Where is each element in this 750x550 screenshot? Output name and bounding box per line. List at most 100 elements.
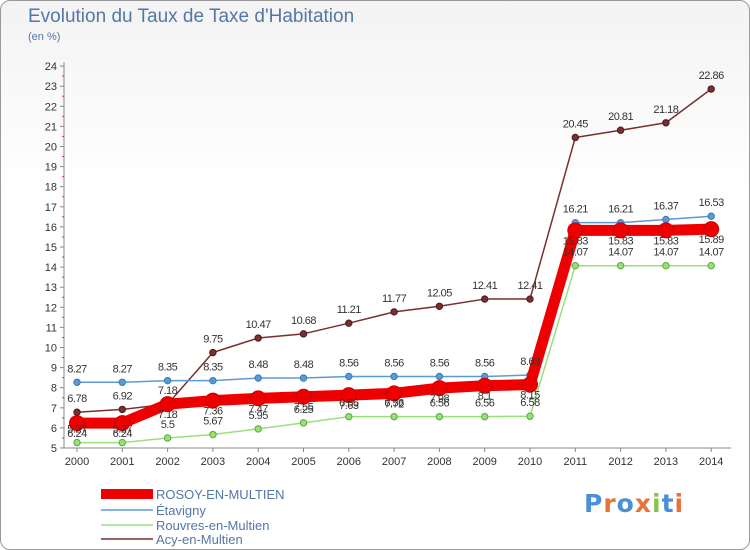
data-point [73,378,81,386]
data-point [254,334,262,342]
data-label: 8.15 [520,390,540,402]
data-point [476,377,493,394]
series-0 [69,221,720,432]
data-point [209,430,217,439]
data-label: 6.92 [113,390,133,402]
logo-letter: o [616,489,635,518]
data-label: 8.48 [248,359,268,371]
logo-letter: x [634,489,652,518]
data-label: 11.77 [382,293,407,305]
data-point [114,415,131,432]
y-tick-label: 23 [45,81,57,93]
data-label: 7.55 [294,402,314,414]
data-label: 8.56 [430,357,450,369]
y-tick-label: 15 [45,242,57,254]
y-tick-label: 6 [51,423,57,435]
data-point [616,261,625,270]
logo-letter: i [674,489,685,518]
y-tick-label: 24 [45,61,57,73]
data-label: 20.81 [608,111,633,123]
axes: 5 6 7 8 9 10 11 12 13 14 15 16 17 18 19 20 21 22 23 24 2000 2… [45,61,732,468]
data-label: 8.35 [203,362,223,374]
y-tick-label: 10 [45,343,57,355]
data-label: 14.07 [608,247,633,259]
data-label: 12.05 [427,287,452,299]
data-point [431,380,448,397]
data-point [118,378,127,386]
data-point [390,308,398,316]
data-label: 6.78 [67,393,87,405]
data-label: 5.27 [113,424,133,436]
y-tick-label: 12 [45,302,57,314]
y-tick-label: 17 [45,202,57,214]
data-point [703,221,720,238]
data-point [390,412,398,421]
data-label: 14.07 [699,247,724,259]
data-point [567,222,584,239]
data-point [254,425,262,433]
data-label: 6.25 [294,404,314,416]
data-point [526,295,534,303]
data-label: 7.63 [339,400,359,412]
data-point [526,412,534,420]
y-tick-label: 22 [45,101,57,113]
x-tick-label: 2000 [65,456,89,468]
x-tick-label: 2008 [427,456,451,468]
data-point [345,412,353,421]
logo-letter: P [584,489,604,518]
data-label: 12.41 [472,280,497,292]
data-label: 6.58 [520,397,540,409]
data-label: 14.07 [563,247,588,259]
data-point [118,405,127,414]
legend-label: Rouvres-en-Multien [156,518,269,533]
data-label: 10.47 [246,319,271,331]
data-label: 14.07 [653,247,678,259]
x-tick-label: 2013 [654,456,678,468]
data-point [481,412,489,421]
logo-letter: r [603,489,617,518]
series-2 [73,261,715,447]
data-label: 7.18 [158,385,178,397]
legend-label: Acy-en-Multien [156,532,243,547]
data-point [254,374,262,382]
x-tick-label: 2002 [155,456,179,468]
data-label: 5.5 [161,419,175,431]
y-tick-label: 13 [45,282,57,294]
x-tick-label: 2014 [699,456,723,468]
data-label: 6.56 [430,398,450,410]
data-point [163,434,172,442]
data-point [73,438,81,447]
data-point [707,261,715,270]
data-point [209,376,217,385]
data-label: 8.56 [339,357,359,369]
data-label: 7.18 [158,409,178,421]
data-point [250,390,267,407]
data-point [662,119,670,127]
data-point [707,85,715,93]
y-tick-label: 20 [45,142,57,154]
data-label: 8.1 [478,391,492,403]
x-tick-label: 2010 [518,456,542,468]
series-lines [69,85,720,447]
data-point [299,330,308,338]
data-label: 16.53 [699,197,724,209]
unit-label: (en %) [28,31,61,43]
data-label: 6.24 [113,428,133,440]
data-label: 16.21 [608,204,633,216]
data-point [69,415,85,432]
logo-letter: i [652,489,662,518]
data-label: 6.56 [339,398,359,410]
data-label: 8.56 [475,357,495,369]
data-point [345,319,353,327]
y-tick-label: 9 [51,363,57,375]
x-tick-label: 2005 [291,456,315,468]
data-point [390,372,398,381]
data-label: 6.56 [475,398,495,410]
data-label: 8.63 [520,356,540,368]
data-label: 8.27 [113,363,133,375]
x-tick-label: 2011 [563,456,587,468]
y-tick-label: 16 [45,222,57,234]
data-label: 8.35 [158,362,178,374]
